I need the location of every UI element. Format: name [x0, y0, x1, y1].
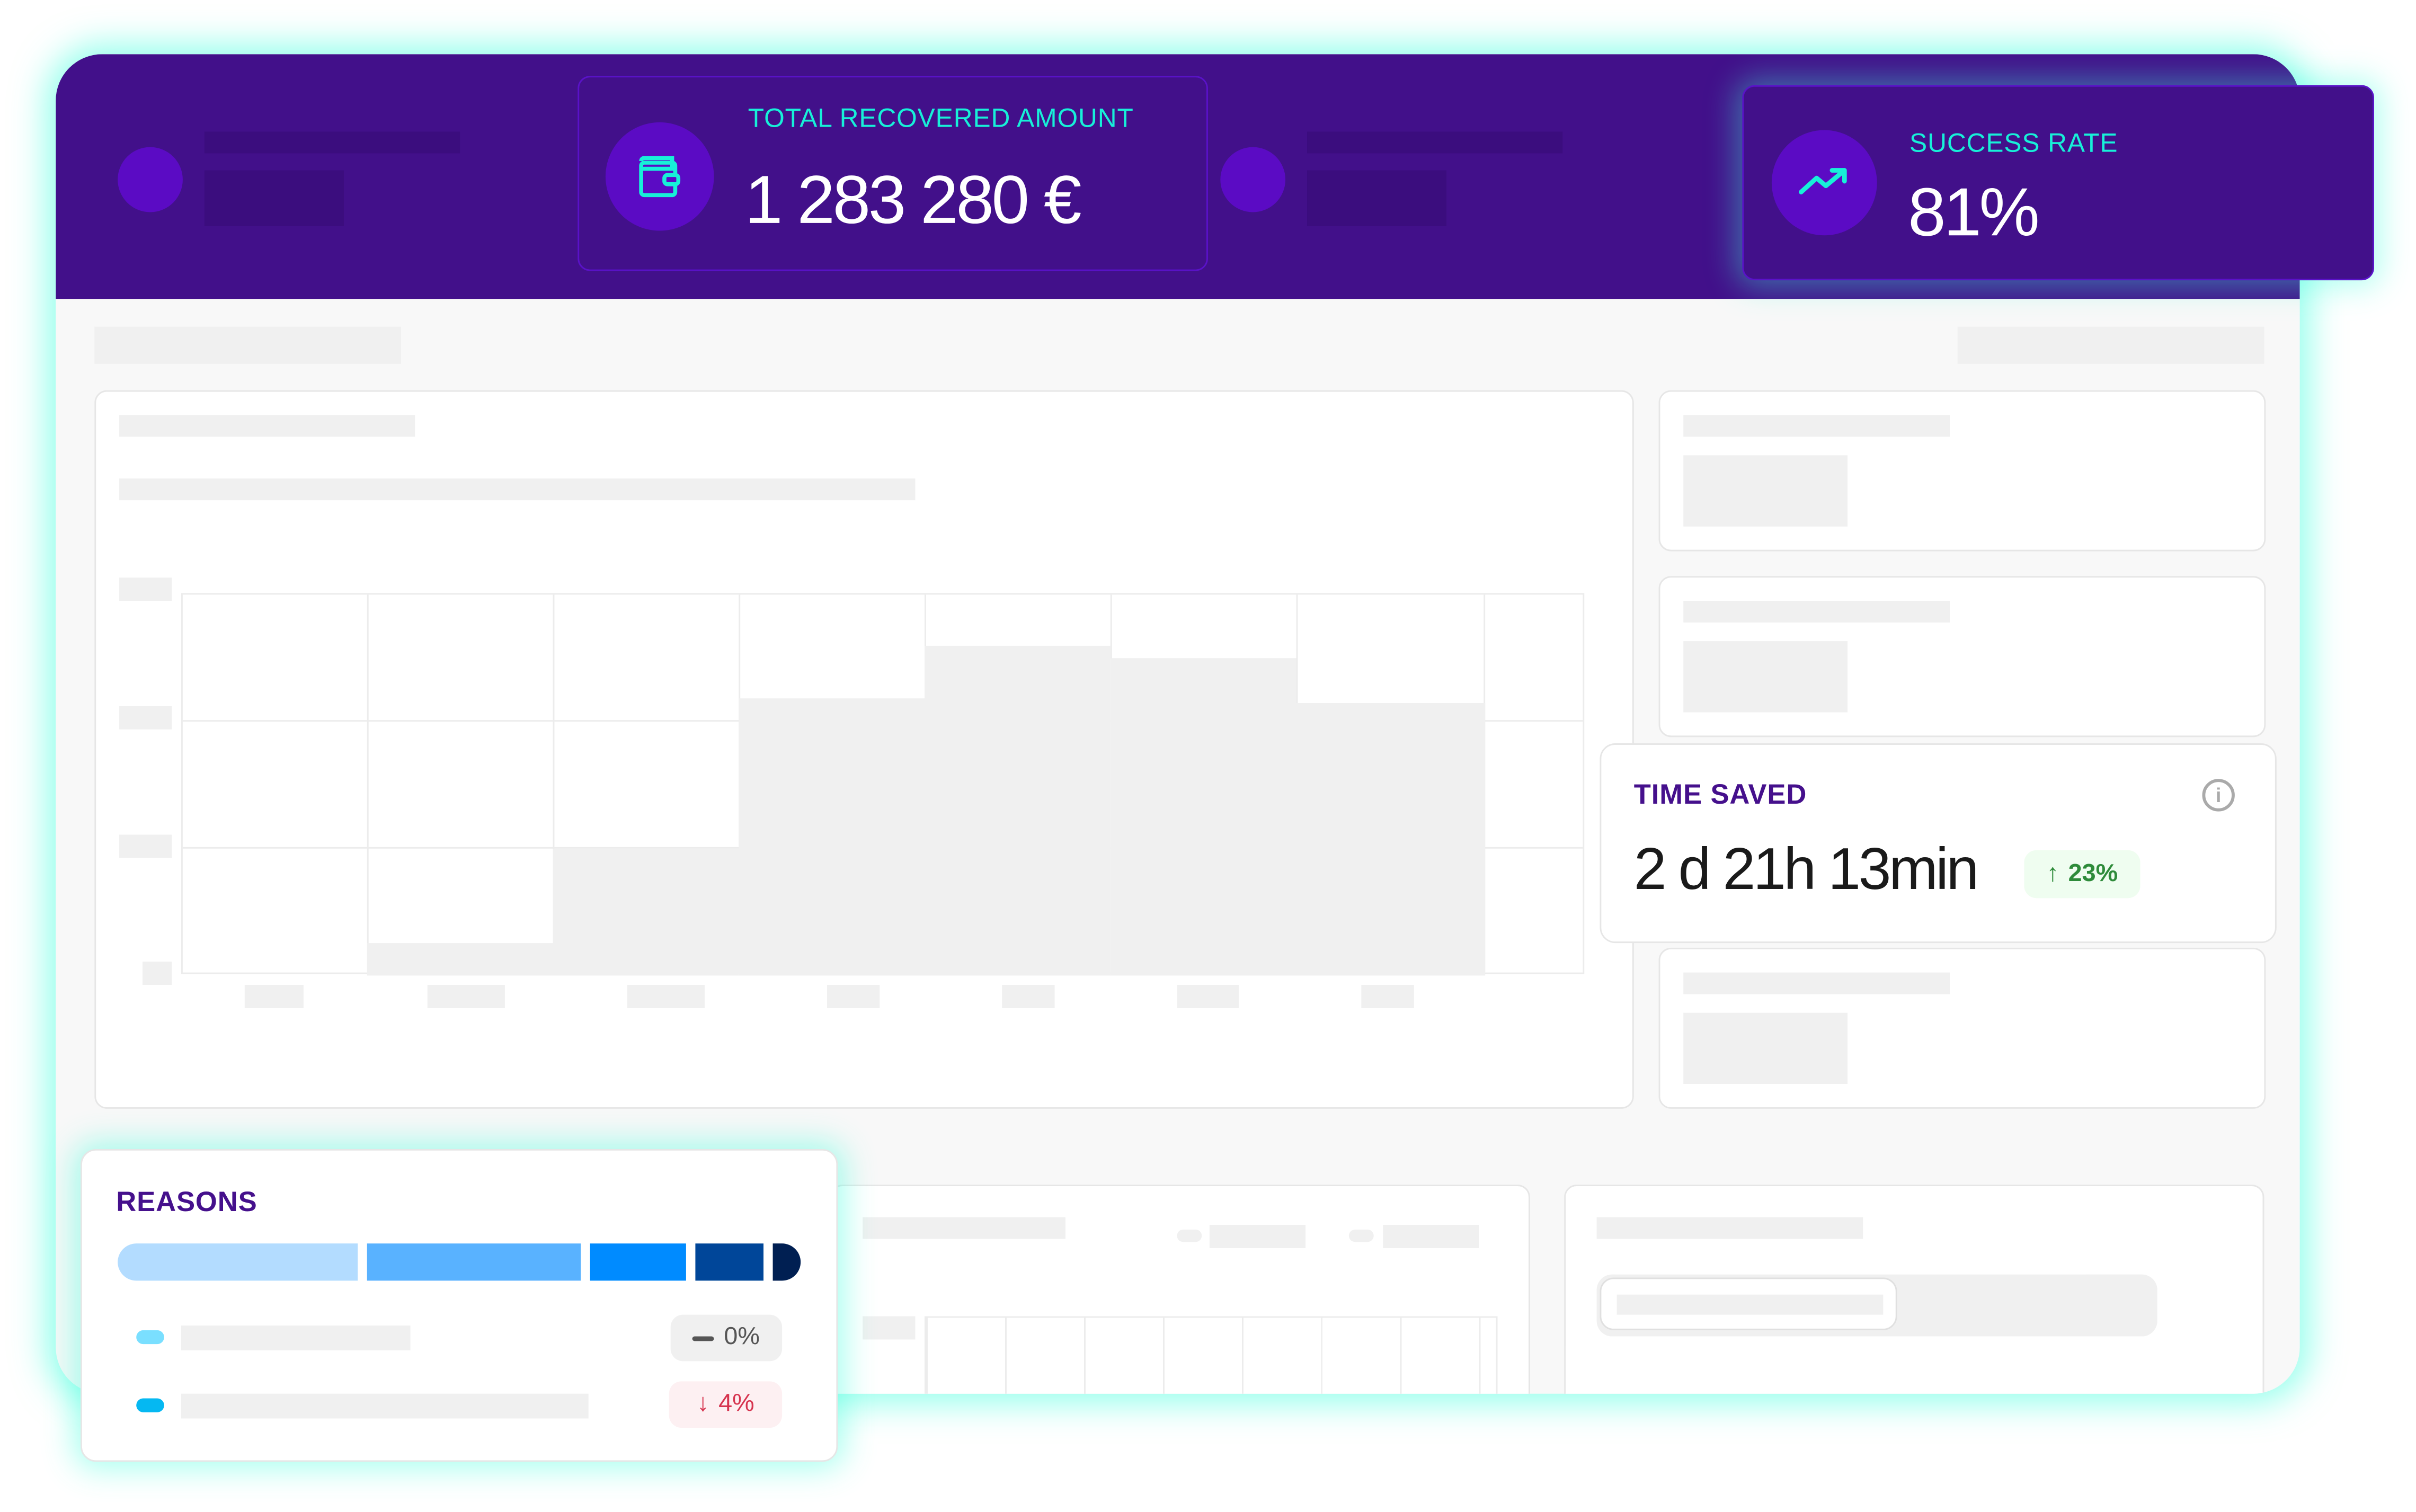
kpi-value: 81%: [1908, 175, 2040, 251]
stat-value-placeholder: [1683, 1012, 1848, 1084]
bottom-chart-grid: [925, 1316, 1498, 1394]
change-badge-neutral: 0%: [670, 1314, 783, 1362]
trending-up-icon: [1771, 130, 1877, 236]
chart-card-placeholder: [94, 390, 1634, 1109]
kpi-total-recovered: TOTAL RECOVERED AMOUNT 1 283 280 €: [578, 76, 1208, 271]
date-filter-placeholder[interactable]: [1957, 326, 2264, 364]
reasons-label: REASONS: [116, 1186, 257, 1217]
grid-line: [553, 594, 555, 973]
progress-fill-placeholder: [1600, 1277, 1897, 1330]
chart-subtitle-placeholder: [119, 478, 916, 501]
arrow-up-icon: ↑: [2046, 860, 2059, 887]
reason-label-placeholder: [181, 1326, 411, 1350]
legend-dot: [136, 1330, 164, 1345]
wallet-icon: [605, 122, 714, 231]
x-tick-placeholder: [1002, 985, 1055, 1008]
x-tick-placeholder: [627, 985, 705, 1008]
y-tick-placeholder: [119, 834, 172, 858]
kpi-value: 1 283 280 €: [744, 162, 1082, 239]
minutes-value: 13: [1828, 838, 1891, 903]
x-tick-placeholder: [827, 985, 880, 1008]
arrow-down-icon: ↓: [697, 1390, 709, 1417]
kpi-placeholder-icon: [1220, 147, 1286, 212]
chart-bar-placeholder: [553, 848, 739, 976]
stat-label-placeholder: [1683, 972, 1950, 994]
y-tick-placeholder: [119, 577, 172, 601]
change-value: 0%: [724, 1324, 760, 1350]
kpi-label: SUCCESS RATE: [1909, 128, 2118, 158]
stat-card-placeholder: [1658, 947, 2266, 1109]
stat-label-placeholder: [1683, 415, 1950, 437]
grid-line: [367, 594, 369, 973]
days-value: 2: [1633, 838, 1667, 903]
reason-segment[interactable]: [772, 1243, 801, 1281]
chart-title-placeholder: [119, 415, 415, 437]
kpi-label: TOTAL RECOVERED AMOUNT: [748, 103, 1134, 134]
kpi-placeholder-label: [1307, 131, 1563, 154]
legend-dot: [136, 1398, 164, 1412]
stat-card-placeholder: [1658, 390, 2266, 552]
kpi-placeholder-value: [204, 170, 344, 226]
kpi-placeholder-icon: [118, 147, 183, 212]
info-icon[interactable]: i: [2202, 779, 2235, 812]
reason-label-placeholder: [181, 1393, 589, 1419]
dash-icon: [692, 1336, 715, 1340]
chart-bar-placeholder: [1296, 703, 1486, 976]
time-saved-label: TIME SAVED: [1633, 779, 1807, 810]
change-badge-negative: ↓ 4%: [669, 1381, 783, 1428]
x-tick-placeholder: [1177, 985, 1239, 1008]
stat-label-placeholder: [1683, 601, 1950, 623]
card-title-placeholder: [863, 1217, 1066, 1239]
change-value: 4%: [718, 1390, 754, 1417]
chart-bar-placeholder: [367, 943, 553, 976]
y-tick-placeholder: [142, 962, 172, 985]
change-value: 23%: [2068, 860, 2118, 887]
reasons-card: REASONS 0% ↓ 4%: [80, 1149, 838, 1462]
x-tick-placeholder: [244, 985, 304, 1008]
stat-card-placeholder: [1658, 576, 2266, 737]
legend-dot-placeholder: [1348, 1229, 1374, 1242]
bottom-card-placeholder: [1564, 1185, 2264, 1394]
reason-segment[interactable]: [118, 1243, 358, 1281]
hours-value: 21: [1722, 838, 1786, 903]
chart-bar-placeholder: [739, 698, 925, 976]
chart-grid: [181, 593, 1585, 976]
hours-unit: h: [1783, 838, 1816, 903]
y-tick-placeholder: [863, 1316, 916, 1340]
chart-bar-placeholder: [1110, 658, 1296, 976]
legend-label-placeholder: [1383, 1225, 1479, 1248]
minutes-unit: min: [1889, 838, 1979, 903]
card-title-placeholder: [1596, 1217, 1863, 1239]
reason-segment[interactable]: [696, 1243, 764, 1281]
legend-dot-placeholder: [1177, 1229, 1202, 1242]
change-badge-positive: ↑ 23%: [2024, 850, 2140, 899]
chart-bar-placeholder: [925, 645, 1111, 976]
time-saved-value: 2 d 21h 13min: [1633, 838, 1979, 904]
progress-label-placeholder: [1616, 1294, 1884, 1315]
x-tick-placeholder: [427, 985, 505, 1008]
reasons-stacked-bar: [118, 1243, 801, 1281]
time-saved-card: TIME SAVED i 2 d 21h 13min ↑ 23%: [1600, 743, 2277, 944]
section-title-placeholder: [94, 326, 402, 364]
y-tick-placeholder: [119, 706, 172, 730]
days-unit: d: [1678, 838, 1711, 903]
kpi-placeholder-label: [204, 131, 460, 154]
stat-value-placeholder: [1683, 641, 1848, 713]
kpi-placeholder-value: [1307, 170, 1447, 226]
stat-value-placeholder: [1683, 455, 1848, 527]
x-tick-placeholder: [1361, 985, 1414, 1008]
reason-segment[interactable]: [589, 1243, 687, 1281]
bottom-chart-card-placeholder: [830, 1185, 1530, 1394]
kpi-success-rate: SUCCESS RATE 81%: [1742, 85, 2374, 281]
legend-label-placeholder: [1209, 1225, 1306, 1248]
reason-segment[interactable]: [367, 1243, 580, 1281]
